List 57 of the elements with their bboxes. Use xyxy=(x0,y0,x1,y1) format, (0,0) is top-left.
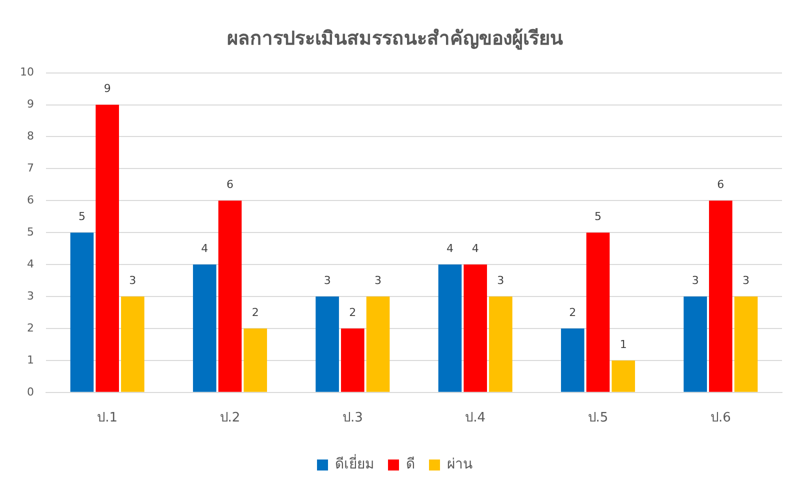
data-label: 4 xyxy=(201,242,208,255)
data-label: 5 xyxy=(594,210,602,223)
data-label: 2 xyxy=(349,306,356,319)
data-label: 4 xyxy=(446,242,454,255)
y-tick-label: 4 xyxy=(26,257,34,270)
y-tick-label: 2 xyxy=(26,321,34,334)
y-tick-label: 7 xyxy=(26,162,34,175)
y-tick-label: 0 xyxy=(26,385,34,398)
data-label: 5 xyxy=(78,210,86,223)
chart-title: ผลการประเมินสมรรถนะสำคัญของผู้เรียน xyxy=(227,27,563,50)
bar xyxy=(121,296,144,392)
x-tick-label: ป.1 xyxy=(97,410,118,426)
bar xyxy=(734,296,758,392)
bar xyxy=(438,264,462,392)
bar xyxy=(96,104,119,392)
legend-label: ดีเยี่ยม xyxy=(335,454,374,473)
bar xyxy=(684,296,707,392)
legend-label: ผ่าน xyxy=(447,456,473,473)
data-label: 3 xyxy=(129,274,136,287)
y-tick-label: 1 xyxy=(26,353,34,366)
data-label: 6 xyxy=(717,178,724,191)
bar xyxy=(192,264,216,392)
data-label: 9 xyxy=(104,82,111,96)
y-tick-label: 6 xyxy=(26,194,34,206)
bar xyxy=(366,296,390,392)
y-tick-label: 8 xyxy=(26,130,34,143)
data-label: 2 xyxy=(569,306,576,319)
data-label: 3 xyxy=(692,274,699,287)
data-label: 4 xyxy=(472,242,479,255)
y-tick-label: 3 xyxy=(26,289,34,302)
bar xyxy=(586,232,610,392)
x-tick-label: ป.4 xyxy=(465,410,486,426)
bar xyxy=(244,328,268,392)
y-tick-label: 10 xyxy=(20,66,34,79)
bar xyxy=(489,296,512,392)
data-label: 2 xyxy=(252,306,259,319)
data-label: 3 xyxy=(742,274,750,287)
bar xyxy=(464,264,487,392)
data-label: 3 xyxy=(497,274,504,287)
bar xyxy=(316,296,339,392)
x-tick-label: ป.6 xyxy=(710,410,731,426)
legend-label: ดี xyxy=(406,456,415,473)
x-tick-label: ป.2 xyxy=(220,410,240,426)
x-tick-label: ป.5 xyxy=(588,410,608,426)
data-label: 6 xyxy=(226,178,234,191)
bar xyxy=(612,360,636,392)
bar xyxy=(709,200,732,392)
bar xyxy=(560,328,584,392)
bar xyxy=(341,328,364,392)
bar xyxy=(70,232,94,392)
y-tick-label: 5 xyxy=(26,225,34,238)
y-tick-label: 9 xyxy=(26,98,34,111)
data-label: 1 xyxy=(620,338,627,351)
bar xyxy=(218,200,242,392)
x-tick-label: ป.3 xyxy=(342,410,363,426)
data-label: 3 xyxy=(324,274,331,287)
data-label: 3 xyxy=(374,274,382,287)
